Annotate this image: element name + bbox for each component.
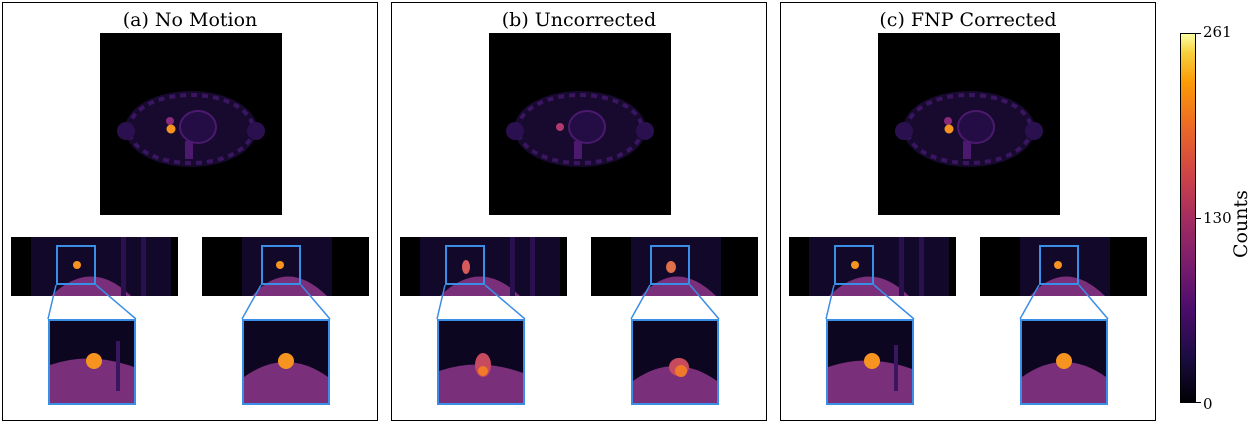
- roi-box: [650, 245, 690, 285]
- colorbar-label: Counts: [1230, 190, 1252, 258]
- panel-title: (a) No Motion: [122, 9, 258, 31]
- roi-box: [56, 245, 96, 285]
- panel-fnp-corrected: (c) FNP Corrected: [780, 2, 1156, 421]
- panel-title: (c) FNP Corrected: [879, 9, 1057, 31]
- panel-title: (b) Uncorrected: [501, 9, 657, 31]
- zoomed-sagittal-inset: [242, 319, 330, 405]
- roi-box: [834, 245, 874, 285]
- panel-uncorrected: (b) Uncorrected: [391, 2, 767, 421]
- axial-slice-image: [100, 33, 282, 215]
- zoomed-sagittal-inset: [1020, 319, 1108, 405]
- colorbar-tick-label-max: 261: [1203, 23, 1232, 41]
- axial-slice-image: [878, 33, 1060, 215]
- colorbar-tick-label-min: 0: [1203, 395, 1213, 413]
- colorbar-tick: [1196, 33, 1201, 34]
- roi-box: [261, 245, 301, 285]
- zoomed-coronal-inset: [48, 319, 136, 405]
- colorbar-tick: [1196, 218, 1201, 219]
- roi-box: [445, 245, 485, 285]
- zoomed-coronal-inset: [437, 319, 525, 405]
- zoomed-sagittal-inset: [631, 319, 719, 405]
- roi-box: [1039, 245, 1079, 285]
- colorbar-tick: [1196, 402, 1201, 403]
- panel-no-motion: (a) No Motion: [2, 2, 378, 421]
- axial-slice-image: [489, 33, 671, 215]
- colorbar-tick-label-mid: 130: [1203, 209, 1232, 227]
- zoomed-coronal-inset: [826, 319, 914, 405]
- colorbar: [1180, 33, 1196, 403]
